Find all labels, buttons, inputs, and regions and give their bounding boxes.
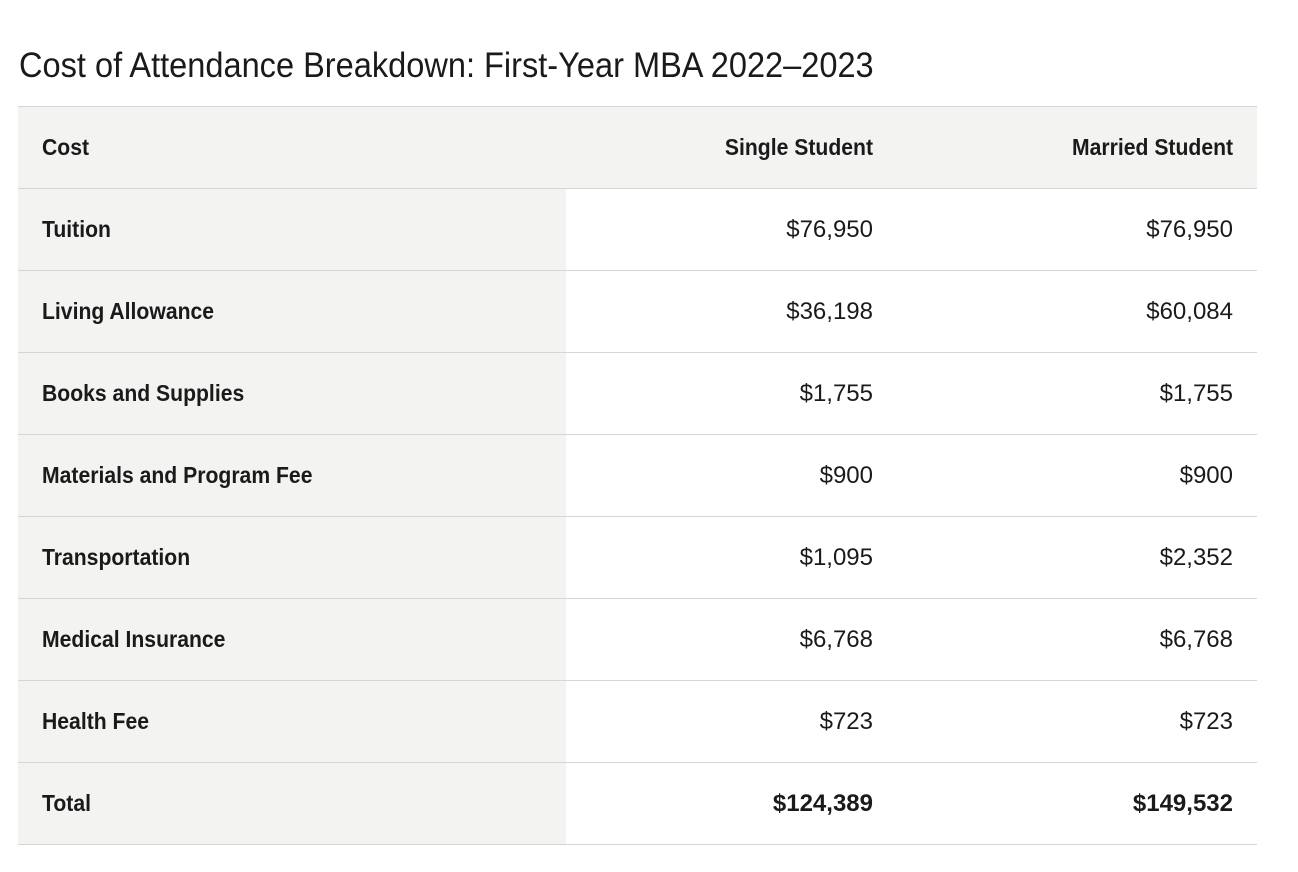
total-row: Total $124,389 $149,532 [18, 762, 1257, 845]
married-value: $6,768 [897, 598, 1257, 681]
header-married-student: Married Student [897, 106, 1257, 189]
single-value: $36,198 [566, 270, 897, 353]
married-value: $2,352 [897, 516, 1257, 599]
married-value: $723 [897, 680, 1257, 763]
row-label: Tuition [18, 188, 566, 271]
table-row: Transportation $1,095 $2,352 [18, 516, 1257, 599]
header-cost: Cost [18, 106, 566, 189]
single-value: $1,095 [566, 516, 897, 599]
header-married-label: Married Student [1071, 134, 1233, 160]
table-row: Health Fee $723 $723 [18, 680, 1257, 763]
row-label-text: Books and Supplies [42, 380, 245, 406]
row-label: Materials and Program Fee [18, 434, 566, 517]
row-label-text: Transportation [42, 544, 191, 570]
table-row: Materials and Program Fee $900 $900 [18, 434, 1257, 517]
married-total-value: $149,532 [897, 762, 1257, 845]
row-label: Health Fee [18, 680, 566, 763]
row-label-text: Medical Insurance [42, 626, 226, 652]
table-row: Living Allowance $36,198 $60,084 [18, 270, 1257, 353]
table-row: Tuition $76,950 $76,950 [18, 188, 1257, 271]
row-label: Medical Insurance [18, 598, 566, 681]
single-value: $723 [566, 680, 897, 763]
married-value: $76,950 [897, 188, 1257, 271]
married-value: $60,084 [897, 270, 1257, 353]
header-cost-label: Cost [42, 134, 90, 160]
row-label-text: Tuition [42, 216, 111, 242]
row-label: Living Allowance [18, 270, 566, 353]
row-label-text: Living Allowance [42, 298, 215, 324]
total-label: Total [18, 762, 566, 845]
single-total-value: $124,389 [566, 762, 897, 845]
single-value: $900 [566, 434, 897, 517]
row-label-text: Health Fee [42, 708, 150, 734]
table-header: Cost Single Student Married Student [18, 106, 1257, 189]
header-row: Cost Single Student Married Student [18, 106, 1257, 189]
married-value: $900 [897, 434, 1257, 517]
table-body: Tuition $76,950 $76,950 Living Allowance… [18, 188, 1257, 845]
table-row: Books and Supplies $1,755 $1,755 [18, 352, 1257, 435]
single-value: $76,950 [566, 188, 897, 271]
page-title: Cost of Attendance Breakdown: First-Year… [19, 46, 874, 85]
row-label: Transportation [18, 516, 566, 599]
row-label: Books and Supplies [18, 352, 566, 435]
total-label-text: Total [42, 790, 91, 816]
married-value: $1,755 [897, 352, 1257, 435]
table-row: Medical Insurance $6,768 $6,768 [18, 598, 1257, 681]
single-value: $1,755 [566, 352, 897, 435]
row-label-text: Materials and Program Fee [42, 462, 313, 488]
header-single-student: Single Student [566, 106, 897, 189]
header-single-label: Single Student [724, 134, 873, 160]
cost-table: Cost Single Student Married Student Tuit… [18, 106, 1257, 845]
single-value: $6,768 [566, 598, 897, 681]
